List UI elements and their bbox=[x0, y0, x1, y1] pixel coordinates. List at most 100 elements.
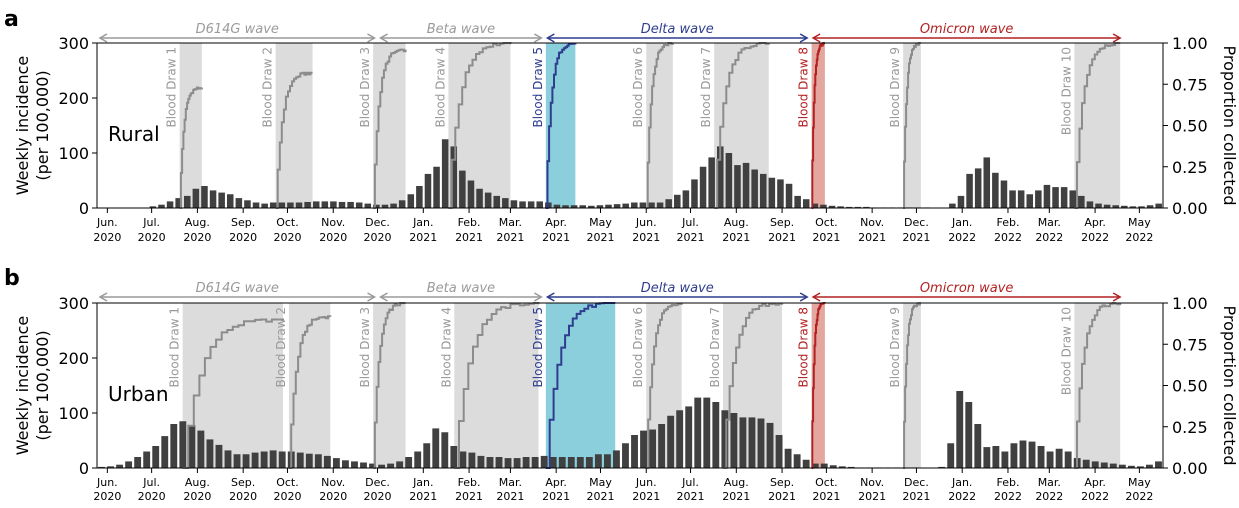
x-tick-month: Oct. bbox=[815, 476, 838, 489]
y2-tick-label: 0.50 bbox=[1172, 117, 1208, 136]
x-tick-month: Sep. bbox=[231, 216, 255, 229]
incidence-bar bbox=[338, 201, 346, 208]
incidence-bar bbox=[685, 406, 693, 468]
incidence-bar bbox=[784, 448, 792, 468]
proportion-curve-1 bbox=[182, 318, 284, 469]
incidence-bar bbox=[405, 457, 413, 468]
incidence-bar bbox=[502, 198, 509, 208]
x-tick-month: Jun. bbox=[635, 476, 657, 489]
x-tick-year: 2021 bbox=[586, 490, 614, 503]
x-tick-month: Feb. bbox=[996, 476, 1019, 489]
incidence-bar bbox=[314, 454, 322, 468]
x-tick-month: Jul. bbox=[681, 216, 699, 229]
wave-arrow-right-head bbox=[367, 33, 377, 43]
x-tick-month: Nov. bbox=[860, 476, 884, 489]
incidence-bar bbox=[1017, 190, 1025, 208]
blood-draw-label: Blood Draw 5 bbox=[531, 47, 545, 127]
x-tick-month: Nov. bbox=[321, 476, 345, 489]
incidence-bar bbox=[674, 194, 681, 208]
incidence-bar bbox=[603, 454, 611, 468]
incidence-bar bbox=[441, 139, 449, 208]
incidence-bar bbox=[332, 458, 340, 468]
wave-arrow-right-head bbox=[533, 33, 543, 43]
x-tick-year: 2022 bbox=[1125, 490, 1153, 503]
wave-arrow-left-head bbox=[98, 33, 108, 43]
x-tick-year: 2021 bbox=[409, 231, 437, 244]
incidence-bar bbox=[703, 397, 711, 468]
incidence-bar bbox=[269, 202, 277, 208]
incidence-bar bbox=[838, 466, 846, 468]
region-label: Rural bbox=[108, 122, 160, 146]
incidence-bar bbox=[974, 424, 982, 468]
incidence-bar bbox=[1127, 465, 1135, 468]
blood-draw-label: Blood Draw 9 bbox=[888, 307, 902, 387]
incidence-bar bbox=[519, 201, 526, 208]
incidence-bar bbox=[242, 454, 250, 468]
wave-arrow-right-head bbox=[367, 292, 377, 302]
x-tick-month: Aug. bbox=[185, 476, 210, 489]
wave-arrow-right-head bbox=[533, 292, 543, 302]
incidence-bar bbox=[820, 204, 827, 208]
panel-b: b Blood Draw 1 Blood Draw 2 Blood Draw 3 Blo… bbox=[4, 266, 1239, 503]
incidence-bar bbox=[407, 194, 415, 208]
y2-axis-label: Proportion collected bbox=[1220, 305, 1239, 465]
x-tick-month: Nov. bbox=[860, 216, 884, 229]
incidence-bar bbox=[640, 430, 647, 468]
incidence-bar bbox=[992, 446, 1000, 468]
incidence-bar bbox=[1129, 206, 1137, 208]
blood-draw-label: Blood Draw 8 bbox=[797, 307, 811, 387]
incidence-bar bbox=[863, 206, 870, 208]
incidence-bar bbox=[716, 146, 724, 208]
x-tick-month: Mar. bbox=[499, 476, 522, 489]
wave-label: D614G wave bbox=[196, 281, 279, 296]
incidence-bar bbox=[562, 205, 569, 208]
incidence-bar bbox=[1118, 464, 1126, 468]
x-tick-year: 2022 bbox=[1081, 490, 1109, 503]
incidence-bar bbox=[793, 454, 801, 468]
x-tick-year: 2021 bbox=[902, 490, 930, 503]
blood-draw-label: Blood Draw 10 bbox=[1059, 47, 1073, 135]
incidence-bar bbox=[1026, 194, 1034, 208]
incidence-bar bbox=[192, 188, 200, 208]
incidence-bar bbox=[730, 413, 738, 468]
incidence-bar bbox=[513, 458, 521, 468]
incidence-bar bbox=[188, 425, 196, 468]
incidence-bar bbox=[811, 463, 819, 468]
incidence-bar bbox=[510, 200, 518, 208]
x-tick-year: 2020 bbox=[273, 231, 301, 244]
proportion-curve-1 bbox=[179, 86, 203, 209]
x-tick-month: Aug. bbox=[185, 216, 210, 229]
x-tick-month: Mar. bbox=[1038, 216, 1061, 229]
proportion-curve-5 bbox=[545, 42, 577, 209]
incidence-bar bbox=[158, 204, 165, 208]
proportion-curve-8 bbox=[811, 302, 826, 469]
x-tick-year: 2021 bbox=[677, 231, 705, 244]
incidence-bar bbox=[665, 199, 672, 208]
incidence-bar bbox=[1138, 206, 1145, 208]
x-tick-month: Mar. bbox=[1038, 476, 1061, 489]
incidence-bar bbox=[116, 464, 124, 468]
incidence-bar bbox=[209, 190, 217, 208]
x-tick-month: Dec. bbox=[904, 216, 929, 229]
blood-draw-label: Blood Draw 2 bbox=[274, 307, 288, 387]
wave-arrow-right-head bbox=[1112, 292, 1122, 302]
proportion-curve-9 bbox=[903, 302, 921, 469]
x-tick-year: 2021 bbox=[542, 231, 570, 244]
incidence-bar bbox=[694, 397, 702, 468]
incidence-bar bbox=[845, 206, 853, 208]
wave-arrow-right-head bbox=[1112, 33, 1122, 43]
x-tick-month: Aug. bbox=[724, 476, 749, 489]
wave-label: D614G wave bbox=[196, 22, 279, 37]
x-tick-month: Oct. bbox=[276, 476, 299, 489]
x-tick-month: Jan. bbox=[412, 476, 433, 489]
incidence-bar bbox=[433, 166, 440, 208]
incidence-bar bbox=[1146, 464, 1153, 468]
x-tick-month: Jan. bbox=[951, 216, 972, 229]
draw-window-4 bbox=[448, 43, 511, 208]
incidence-bar bbox=[170, 424, 178, 468]
incidence-bar bbox=[1043, 184, 1051, 208]
x-tick-month: Oct. bbox=[815, 216, 838, 229]
incidence-bar bbox=[269, 450, 277, 468]
x-tick-month: Jul. bbox=[142, 476, 160, 489]
blood-draw-label: Blood Draw 10 bbox=[1059, 307, 1073, 395]
